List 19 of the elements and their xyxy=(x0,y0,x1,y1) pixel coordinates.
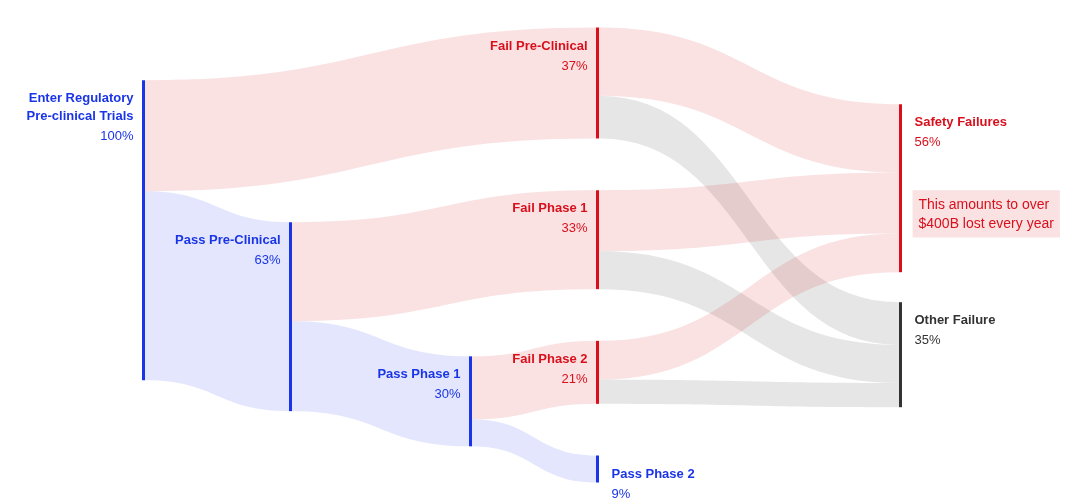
category-label: Enter Regulatory Pre-clinical Trials xyxy=(26,90,135,124)
text: This amounts to over $400B lost every year xyxy=(918,196,1055,232)
category-label: Fail Pre-Clinical xyxy=(489,37,588,53)
data-label: 63% xyxy=(254,252,281,268)
data-label: 100% xyxy=(100,128,134,144)
category-label: Pass Phase 1 xyxy=(377,366,461,382)
data-label: 56% xyxy=(914,134,941,150)
category-label: Other Failure xyxy=(914,312,996,328)
category-label: Safety Failures xyxy=(914,114,1007,130)
data-label: 35% xyxy=(914,332,941,348)
category-label: Fail Phase 2 xyxy=(512,350,588,366)
data-label: 37% xyxy=(561,57,588,73)
category-label: Pass Pre-Clinical xyxy=(175,232,281,248)
data-label: 21% xyxy=(561,370,588,386)
data-label: 30% xyxy=(434,386,461,402)
category-label: Pass Phase 2 xyxy=(611,465,695,481)
data-label: 9% xyxy=(611,485,631,501)
data-label: 33% xyxy=(561,220,588,236)
category-label: Fail Phase 1 xyxy=(512,200,588,216)
